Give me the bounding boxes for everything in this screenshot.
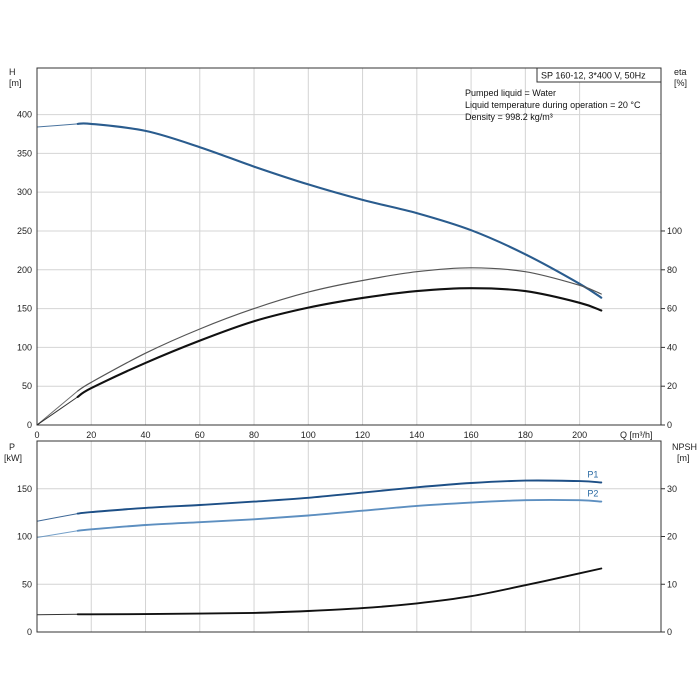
head-series-0-extension <box>36 123 78 128</box>
head-left-tick-label: 300 <box>17 187 32 197</box>
note-liquid-temperature: Liquid temperature during operation = 20… <box>465 100 641 110</box>
head-series-1-curve <box>77 267 602 392</box>
power-left-tick-label: 50 <box>22 579 32 589</box>
npsh-axis-unit: [m] <box>677 453 690 463</box>
head-right-tick-label: 60 <box>667 304 677 314</box>
head-series-1-extension <box>36 390 79 426</box>
flow-tick-label: 80 <box>249 430 259 440</box>
flow-tick-label: 60 <box>195 430 205 440</box>
note-density: Density = 998.2 kg/m³ <box>465 112 553 122</box>
p1-series-label: P1 <box>587 470 598 480</box>
power-right-tick-label: 10 <box>667 579 677 589</box>
power-npsh-chart: P1 P2 0 50 100 150 0 10 20 30 P [kW] NPSH [m] <box>4 440 697 637</box>
head-right-tick-label: 40 <box>667 342 677 352</box>
head-left-tick-label: 50 <box>22 381 32 391</box>
flow-tick-label: 160 <box>464 430 479 440</box>
power-left-tick-label: 0 <box>27 627 32 637</box>
p2-extension <box>36 530 78 538</box>
flow-tick-label: 120 <box>355 430 370 440</box>
head-series-2-curve <box>76 287 603 398</box>
head-series-2-extension <box>36 396 78 426</box>
head-right-tick-label: 20 <box>667 381 677 391</box>
head-left-tick-label: 250 <box>17 226 32 236</box>
power-left-tick-label: 100 <box>17 532 32 542</box>
head-right-tick-label: 0 <box>667 420 672 430</box>
power-axis-unit: [kW] <box>4 453 22 463</box>
head-series-0-curve <box>76 122 603 299</box>
pump-title: SP 160-12, 3*400 V, 50Hz <box>541 71 646 81</box>
head-left-tick-label: 0 <box>27 420 32 430</box>
flow-axis-label: Q [m³/h] <box>620 430 653 440</box>
head-chart-frame <box>36 67 662 426</box>
head-right-tick-label: 100 <box>667 226 682 236</box>
head-left-tick-label: 400 <box>17 110 32 120</box>
flow-tick-label: 20 <box>86 430 96 440</box>
p1-extension <box>36 513 78 522</box>
eta-axis-unit: [%] <box>674 78 687 88</box>
flow-tick-label: 200 <box>572 430 587 440</box>
head-left-tick-label: 200 <box>17 265 32 275</box>
power-series-2-extension <box>36 613 78 616</box>
head-axis-label: H <box>9 67 16 77</box>
head-left-tick-label: 350 <box>17 148 32 158</box>
flow-tick-label: 100 <box>301 430 316 440</box>
power-chart-ticks: 0 50 100 150 0 10 20 30 <box>17 484 677 637</box>
head-chart-series <box>36 122 603 426</box>
npsh-axis-label: NPSH <box>672 442 697 452</box>
head-right-tick-label: 80 <box>667 265 677 275</box>
power-right-tick-label: 0 <box>667 627 672 637</box>
pump-title-box <box>536 67 662 83</box>
p2-curve <box>76 499 603 532</box>
flow-tick-label: 140 <box>409 430 424 440</box>
head-left-tick-label: 100 <box>17 342 32 352</box>
head-left-tick-label: 150 <box>17 304 32 314</box>
power-axis-label: P <box>9 442 15 452</box>
flow-tick-label: 40 <box>141 430 151 440</box>
head-chart-grid <box>37 68 661 425</box>
power-chart-grid <box>37 441 661 632</box>
head-axis-unit: [m] <box>9 78 22 88</box>
note-pumped-liquid: Pumped liquid = Water <box>465 88 556 98</box>
flow-tick-label: 180 <box>518 430 533 440</box>
flow-tick-label: 0 <box>34 430 39 440</box>
power-left-tick-label: 150 <box>17 484 32 494</box>
power-series-2-curve <box>76 567 603 616</box>
p1-curve <box>76 479 603 515</box>
head-chart-ticks: 0 20 40 60 80 100 120 140 160 180 2000501001502002… <box>17 110 682 440</box>
eta-axis-label: eta <box>674 67 687 77</box>
power-chart-series: P1 P2 <box>36 470 603 616</box>
power-right-tick-label: 20 <box>667 532 677 542</box>
head-efficiency-chart: 0 20 40 60 80 100 120 140 160 180 2000501001502002… <box>9 67 687 440</box>
power-right-tick-label: 30 <box>667 484 677 494</box>
p2-series-label: P2 <box>587 489 598 499</box>
